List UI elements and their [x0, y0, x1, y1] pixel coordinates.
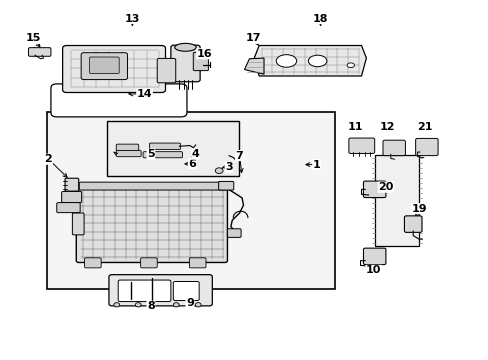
FancyBboxPatch shape: [157, 58, 175, 83]
FancyBboxPatch shape: [363, 248, 385, 265]
FancyBboxPatch shape: [76, 185, 227, 262]
Text: 7: 7: [235, 150, 243, 161]
FancyBboxPatch shape: [348, 138, 374, 153]
Text: 15: 15: [26, 33, 41, 43]
FancyBboxPatch shape: [72, 213, 84, 235]
FancyBboxPatch shape: [51, 84, 186, 117]
Text: 12: 12: [379, 122, 394, 132]
FancyBboxPatch shape: [84, 258, 101, 268]
FancyBboxPatch shape: [415, 138, 437, 156]
Text: 16: 16: [196, 49, 212, 59]
Text: 3: 3: [224, 162, 232, 172]
FancyBboxPatch shape: [363, 181, 385, 198]
Bar: [47, 112, 334, 289]
Ellipse shape: [346, 63, 354, 68]
Ellipse shape: [308, 55, 326, 67]
Text: 17: 17: [245, 33, 261, 43]
Circle shape: [135, 303, 141, 307]
Circle shape: [173, 303, 179, 307]
Bar: [374, 155, 418, 246]
Text: 9: 9: [185, 298, 193, 308]
Text: 5: 5: [147, 149, 154, 159]
Polygon shape: [244, 58, 264, 74]
FancyBboxPatch shape: [218, 181, 233, 190]
Text: 8: 8: [147, 301, 154, 311]
FancyBboxPatch shape: [116, 150, 141, 157]
Text: 13: 13: [124, 14, 140, 24]
FancyBboxPatch shape: [28, 48, 51, 56]
Polygon shape: [254, 45, 366, 76]
FancyBboxPatch shape: [173, 282, 199, 301]
Circle shape: [195, 303, 201, 307]
FancyBboxPatch shape: [61, 192, 81, 203]
Bar: [107, 121, 238, 176]
FancyBboxPatch shape: [404, 216, 421, 232]
Text: 19: 19: [410, 204, 426, 214]
FancyBboxPatch shape: [62, 45, 165, 93]
Circle shape: [215, 168, 223, 174]
Text: 6: 6: [188, 159, 196, 169]
Text: 14: 14: [137, 89, 152, 99]
Text: 2: 2: [44, 154, 52, 164]
FancyBboxPatch shape: [118, 280, 170, 302]
FancyBboxPatch shape: [141, 258, 157, 268]
FancyBboxPatch shape: [149, 143, 180, 149]
Text: 18: 18: [312, 14, 327, 24]
Text: 21: 21: [416, 122, 432, 132]
FancyBboxPatch shape: [143, 152, 182, 158]
Ellipse shape: [276, 55, 296, 67]
FancyBboxPatch shape: [382, 140, 405, 156]
FancyBboxPatch shape: [109, 275, 212, 306]
Text: 1: 1: [312, 159, 320, 170]
FancyBboxPatch shape: [189, 258, 205, 268]
FancyBboxPatch shape: [65, 178, 79, 191]
FancyBboxPatch shape: [81, 53, 127, 80]
FancyBboxPatch shape: [57, 203, 80, 213]
FancyBboxPatch shape: [89, 57, 119, 73]
FancyBboxPatch shape: [227, 229, 241, 237]
Text: 4: 4: [191, 149, 199, 159]
Ellipse shape: [174, 43, 196, 51]
Text: 20: 20: [377, 182, 393, 192]
Text: 11: 11: [347, 122, 363, 132]
Circle shape: [114, 303, 120, 307]
FancyBboxPatch shape: [116, 144, 139, 150]
FancyBboxPatch shape: [79, 182, 226, 190]
Text: 10: 10: [366, 265, 381, 275]
FancyBboxPatch shape: [193, 52, 208, 71]
FancyBboxPatch shape: [170, 45, 200, 82]
